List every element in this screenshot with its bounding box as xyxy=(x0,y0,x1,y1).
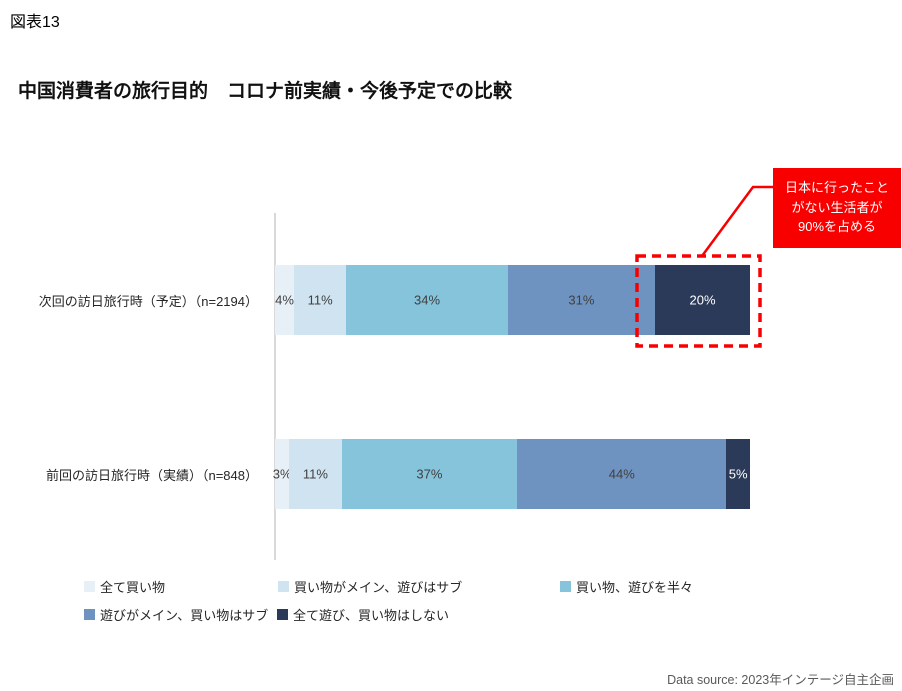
legend-label: 買い物、遊びを半々 xyxy=(576,580,694,595)
category-label: 次回の訪日旅行時（予定）（n=2194） xyxy=(38,294,258,309)
legend-swatch xyxy=(560,581,571,592)
data-source: Data source: 2023年インテージ自主企画 xyxy=(667,673,894,687)
legend-swatch xyxy=(84,581,95,592)
bar-segment: 11% xyxy=(289,439,342,509)
category-label: 前回の訪日旅行時（実績）（n=848） xyxy=(45,468,258,483)
segment-value-label: 34% xyxy=(413,292,441,308)
segment-value-label: 31% xyxy=(568,292,595,308)
bar-segment: 34% xyxy=(346,265,508,335)
legend-label: 買い物がメイン、遊びはサブ xyxy=(294,580,463,595)
bar-segment: 37% xyxy=(341,439,518,509)
bar-segment: 3% xyxy=(272,439,292,509)
legend-swatch xyxy=(84,609,95,620)
figure-label: 図表13 xyxy=(10,14,60,31)
bar-segment: 44% xyxy=(517,439,727,509)
legend-item: 買い物がメイン、遊びはサブ xyxy=(278,577,462,596)
bar-segment: 4% xyxy=(275,265,294,335)
callout-box: 日本に行ったことがない生活者が90%を占める xyxy=(773,168,901,248)
y-axis-line xyxy=(274,213,276,560)
legend-label: 全て買い物 xyxy=(100,580,166,595)
page-title: 中国消費者の旅行目的 コロナ前実績・今後予定での比較 xyxy=(18,81,513,102)
legend-item: 買い物、遊びを半々 xyxy=(560,577,693,596)
segment-value-label: 44% xyxy=(608,466,635,482)
segment-value-label: 5% xyxy=(728,466,748,482)
legend-item: 遊びがメイン、買い物はサブ xyxy=(84,605,268,624)
legend-label: 全て遊び、買い物はしない xyxy=(293,608,450,623)
segment-value-label: 37% xyxy=(416,466,443,482)
bar-segment: 31% xyxy=(507,265,655,335)
segment-value-label: 11% xyxy=(307,292,333,308)
segment-value-label: 11% xyxy=(302,466,328,482)
legend-item: 全て遊び、買い物はしない xyxy=(277,605,449,624)
segment-value-label: 4% xyxy=(275,292,294,308)
segment-value-label: 3% xyxy=(272,466,292,482)
callout-text: 日本に行ったことがない生活者が90%を占める xyxy=(785,180,890,234)
legend-swatch xyxy=(277,609,288,620)
bar-segment: 5% xyxy=(726,439,750,509)
bar-segment: 11% xyxy=(294,265,347,335)
legend-swatch xyxy=(278,581,289,592)
legend-label: 遊びがメイン、買い物はサブ xyxy=(100,608,269,623)
bar-segment: 20% xyxy=(655,265,750,335)
segment-value-label: 20% xyxy=(689,292,716,308)
legend-item: 全て買い物 xyxy=(84,577,165,596)
